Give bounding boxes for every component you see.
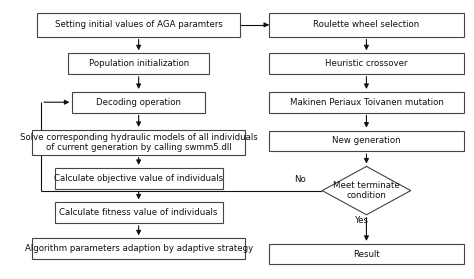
Text: Result: Result bbox=[353, 250, 380, 259]
Text: No: No bbox=[294, 175, 306, 184]
FancyBboxPatch shape bbox=[269, 13, 464, 37]
FancyBboxPatch shape bbox=[269, 53, 464, 74]
Text: Roulette wheel selection: Roulette wheel selection bbox=[313, 20, 419, 29]
Text: Heuristic crossover: Heuristic crossover bbox=[325, 59, 408, 68]
FancyBboxPatch shape bbox=[269, 92, 464, 112]
FancyBboxPatch shape bbox=[55, 202, 223, 223]
Text: Algorithm parameters adaption by adaptive strategy: Algorithm parameters adaption by adaptiv… bbox=[25, 244, 253, 253]
Text: Decoding operation: Decoding operation bbox=[96, 98, 181, 107]
Text: Setting initial values of AGA paramters: Setting initial values of AGA paramters bbox=[55, 20, 223, 29]
FancyBboxPatch shape bbox=[269, 244, 464, 264]
FancyBboxPatch shape bbox=[55, 168, 223, 189]
Text: New generation: New generation bbox=[332, 136, 401, 145]
FancyBboxPatch shape bbox=[33, 238, 245, 259]
FancyBboxPatch shape bbox=[269, 131, 464, 151]
Text: Yes: Yes bbox=[355, 216, 369, 225]
FancyBboxPatch shape bbox=[37, 13, 240, 37]
Text: Makinen Periaux Toivanen mutation: Makinen Periaux Toivanen mutation bbox=[290, 98, 443, 107]
FancyBboxPatch shape bbox=[33, 130, 245, 155]
Text: Meet terminate
condition: Meet terminate condition bbox=[333, 181, 400, 200]
Text: Calculate objective value of individuals: Calculate objective value of individuals bbox=[54, 174, 223, 183]
Text: Solve corresponding hydraulic models of all individuals
of current generation by: Solve corresponding hydraulic models of … bbox=[20, 133, 257, 152]
FancyBboxPatch shape bbox=[73, 92, 205, 112]
Polygon shape bbox=[322, 167, 410, 215]
Text: Calculate fitness value of individuals: Calculate fitness value of individuals bbox=[59, 208, 218, 217]
Text: Population initialization: Population initialization bbox=[89, 59, 189, 68]
FancyBboxPatch shape bbox=[68, 53, 210, 74]
